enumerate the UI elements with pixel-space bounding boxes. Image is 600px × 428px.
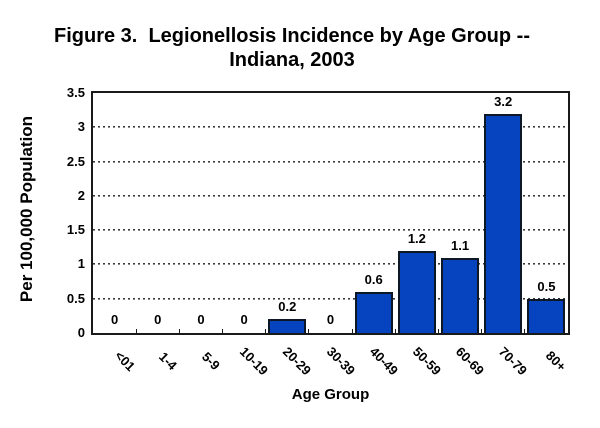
x-axis-tick [178,329,180,333]
bar-value-label: 0 [197,312,205,327]
x-tick-label: 1-4 [155,349,180,373]
bar-value-label: 0 [110,312,119,327]
x-tick-label: 40-49 [366,343,401,379]
bar [354,291,393,333]
bar [268,319,307,333]
y-tick-label: 0 [77,325,85,340]
bar-value-label: 0.5 [537,278,556,294]
chart-title-line1: Figure 3. Legionellosis Incidence by Age… [54,25,530,47]
x-axis-title: Age Group [291,386,370,403]
bar-value-label: 0.6 [364,271,383,287]
x-tick-label: 20-29 [280,343,315,379]
gridline [93,229,568,232]
y-tick-label: 3 [77,119,85,135]
x-axis-tick [394,329,396,333]
y-tick-label: 1 [77,256,85,272]
bar-value-label: 1.1 [451,237,470,253]
x-tick-label: 70-79 [496,343,531,379]
x-axis-tick [135,329,137,333]
x-tick-label: 5-9 [199,349,223,373]
gridline [93,297,568,300]
gridline [93,126,568,129]
x-tick-label: 60-69 [452,343,488,379]
x-tick-label: 10-19 [237,343,272,379]
x-tick-label: 50-59 [409,343,444,379]
x-axis-tick [481,329,483,333]
x-tick-label: <01 [111,347,138,375]
chart-title: Figure 3. Legionellosis Incidence by Age… [0,24,584,72]
x-axis-tick [222,329,224,333]
x-axis-tick [437,329,439,333]
x-axis-tick [351,329,353,333]
bar-value-label: 1.2 [407,230,426,246]
x-tick-label: 30-39 [323,343,358,379]
x-axis-tick [308,329,310,333]
bar-value-label: 0.2 [278,299,297,315]
bar [484,113,523,333]
chart-title-line2: Indiana, 2003 [229,49,355,71]
y-tick-label: 1.5 [66,222,85,238]
gridline [93,263,568,266]
gridline [93,160,568,163]
bar-value-label: 3.2 [494,93,513,109]
bar-value-label: 0 [154,312,162,327]
y-tick-label: 2.5 [66,153,85,169]
y-tick-label: 0.5 [66,290,85,306]
bar [441,257,480,333]
y-axis-title: Per 100,000 Population [17,115,36,303]
bar-value-label: 0 [326,312,335,327]
bar [527,298,566,333]
x-axis-tick [265,329,267,333]
x-tick-label: 80+ [543,347,570,375]
bar-value-label: 0 [240,312,248,327]
x-axis-tick [524,329,526,333]
bar [397,250,436,333]
gridline [93,194,568,197]
plot-area: 0 0 0 0 0.2 0 0.6 1.2 1.1 3.2 0.5 [91,91,570,335]
y-tick-label: 2 [77,187,85,203]
y-tick-label: 3.5 [66,85,85,100]
